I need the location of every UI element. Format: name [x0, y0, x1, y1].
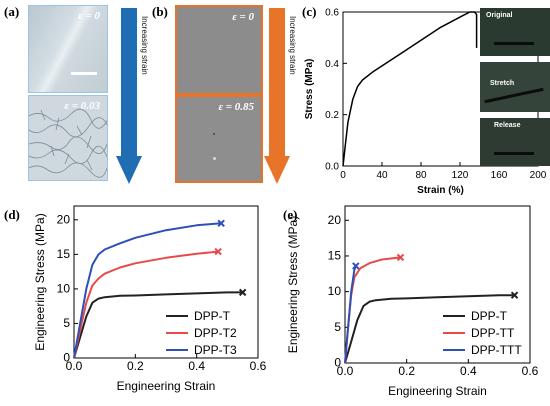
x-tick-label: 80 — [415, 170, 427, 181]
x-axis-label: Engineering Strain — [388, 384, 487, 398]
panel-b-bottom-caption: ε = 0.85 — [218, 101, 254, 113]
y-axis-label: Engineering Stress (MPa) — [33, 213, 47, 350]
y-tick-label: 10 — [57, 281, 71, 295]
panel-b-top-caption: ε = 0 — [232, 11, 254, 23]
panel-b-bottom-micrograph: ε = 0.85 — [175, 95, 263, 183]
stress-strain-chart-e: 0.0 0.2 0.4 0.6 0 5 10 15 20 Engineering Strain En… — [286, 205, 539, 398]
x-tick-label: 40 — [376, 170, 388, 181]
end-marker — [214, 247, 222, 256]
photo-original-label: Original — [486, 12, 513, 19]
film-strip — [494, 152, 534, 155]
y-tick-label: 0.6 — [325, 8, 339, 19]
series-line — [73, 291, 243, 359]
x-tick-label: 0.6 — [522, 364, 539, 378]
x-tick-label: 0.0 — [337, 364, 354, 378]
end-marker — [510, 291, 519, 299]
series-line — [344, 265, 357, 364]
panel-b-top-micrograph: ε = 0 — [175, 5, 263, 95]
y-tick-label: 15 — [57, 247, 71, 261]
x-tick-label: 160 — [491, 170, 508, 181]
legend-label: DPP-TTT — [471, 343, 522, 357]
panel-b-strain-arrow — [264, 8, 290, 186]
panel-c-label: (c) — [302, 4, 317, 19]
photo-release: Release — [480, 118, 550, 166]
panel-a-arrow-label: Increasing strain — [140, 16, 149, 75]
sample-photos: Original Stretch Release — [480, 8, 550, 166]
end-marker-stroke — [214, 247, 222, 256]
x-tick-label: 0.6 — [250, 359, 267, 373]
film-strip — [484, 87, 544, 104]
end-marker — [396, 253, 405, 262]
y-tick-label: 5 — [334, 320, 341, 334]
arrow-shaft — [269, 8, 285, 156]
panel-a-top-micrograph: ε = 0 — [28, 5, 108, 93]
particle-dot — [213, 157, 216, 160]
x-tick-label: 120 — [452, 170, 469, 181]
end-marker-stroke — [510, 291, 519, 299]
film-strip — [494, 42, 534, 45]
y-axis-label: Engineering Stress (MPa) — [286, 216, 300, 353]
stress-strain-chart-d: 0.0 0.2 0.4 0.6 0 5 10 15 20 Engineering Strain En… — [33, 205, 267, 393]
end-marker-stroke — [352, 262, 360, 270]
end-marker — [352, 262, 360, 270]
x-tick-label: 0.4 — [460, 364, 477, 378]
panel-d-label: (d) — [4, 207, 20, 222]
legend-label: DPP-TT — [471, 326, 515, 340]
y-axis-label: Stress (MPa) — [304, 59, 315, 120]
panel-b-label: (b) — [152, 4, 168, 19]
y-tick-label: 0.0 — [325, 162, 339, 173]
panel-a-bottom-micrograph: ε = 0.03 — [28, 95, 108, 181]
y-tick-label: 0.4 — [325, 59, 339, 70]
photo-stretch-label: Stretch — [490, 80, 515, 87]
series-line — [344, 294, 515, 364]
y-tick-label: 0 — [334, 356, 341, 370]
x-tick-label: 200 — [530, 170, 547, 181]
x-tick-label: 0 — [340, 170, 346, 181]
y-tick-label: 15 — [328, 248, 342, 262]
series-line — [342, 11, 478, 167]
photo-stretch: Stretch — [480, 62, 550, 112]
end-marker-stroke — [217, 219, 225, 227]
legend-label: DPP-T — [194, 309, 231, 323]
legend-label: DPP-T2 — [194, 326, 237, 340]
panel-b-arrow-label: Increasing strain — [288, 16, 297, 75]
plot-frame — [344, 205, 531, 364]
arrow-shaft — [121, 8, 137, 156]
x-tick-label: 0.2 — [398, 364, 415, 378]
series-line — [73, 250, 219, 359]
panel-e-label: (e) — [283, 207, 298, 222]
panel-a-bottom-caption: ε = 0.03 — [64, 100, 100, 112]
end-marker — [238, 288, 247, 297]
x-axis-label: Engineering Strain — [117, 379, 216, 393]
end-marker — [217, 219, 225, 227]
x-tick-label: 0.4 — [188, 359, 205, 373]
y-tick-label: 10 — [328, 284, 342, 298]
stress-strain-chart-c: 0 40 80 120 160 200 0.0 0.2 0.4 0.6 Strain (%) Stre… — [304, 8, 547, 197]
y-tick-label: 20 — [57, 212, 71, 226]
scale-bar — [71, 72, 97, 75]
particle-dot — [213, 133, 215, 135]
arrow-head — [116, 156, 142, 184]
legend-label: DPP-T3 — [194, 343, 237, 357]
end-marker-stroke — [238, 288, 247, 297]
series-line — [73, 222, 222, 359]
arrow-head — [264, 156, 290, 184]
panel-a-top-caption: ε = 0 — [78, 10, 100, 22]
y-tick-label: 0 — [63, 351, 70, 365]
photo-original: Original — [480, 8, 550, 56]
end-marker-stroke — [396, 253, 405, 262]
y-tick-label: 0.2 — [325, 110, 339, 121]
x-axis-label: Strain (%) — [417, 185, 464, 196]
y-tick-label: 5 — [63, 316, 70, 330]
photo-release-label: Release — [494, 122, 521, 129]
plot-frame — [73, 205, 259, 359]
legend-label: DPP-T — [471, 309, 508, 323]
y-tick-label: 20 — [328, 213, 342, 227]
x-tick-label: 0.0 — [66, 359, 83, 373]
panel-a-strain-arrow — [116, 8, 142, 186]
x-tick-label: 0.2 — [127, 359, 144, 373]
panel-a-label: (a) — [4, 4, 20, 19]
crack-pattern — [29, 108, 107, 178]
